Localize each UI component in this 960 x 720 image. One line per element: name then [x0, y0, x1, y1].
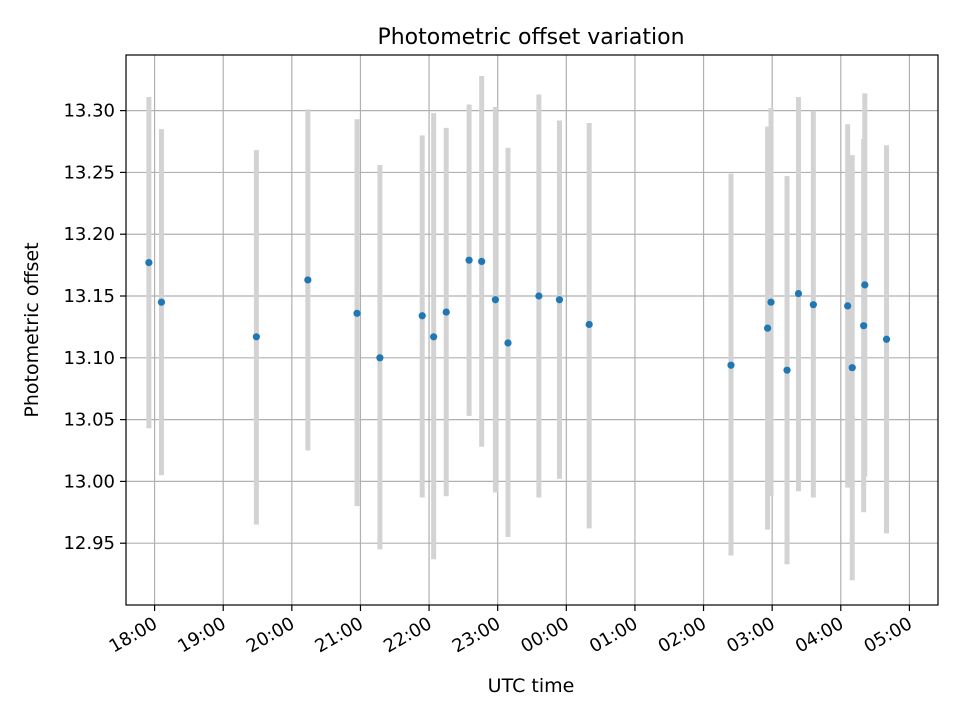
data-point — [794, 289, 803, 298]
y-tick-label: 13.30 — [63, 101, 115, 122]
data-point — [844, 302, 852, 310]
data-point — [465, 256, 473, 264]
data-point — [860, 322, 868, 330]
y-tick-label: 13.25 — [63, 162, 115, 183]
data-point — [882, 335, 891, 343]
data-point — [504, 339, 512, 347]
data-point — [809, 301, 817, 309]
y-tick-label: 13.20 — [63, 224, 115, 245]
data-points — [145, 256, 891, 374]
data-point — [157, 298, 166, 306]
data-point — [442, 308, 450, 316]
data-point — [430, 333, 438, 341]
y-axis-label: Photometric offset — [21, 242, 43, 417]
data-point — [478, 257, 486, 266]
chart-title: Photometric offset variation — [377, 25, 684, 50]
data-point — [252, 333, 260, 341]
data-point — [767, 298, 775, 306]
x-axis-label: UTC time — [488, 675, 575, 697]
y-tick-label: 13.15 — [63, 286, 115, 307]
data-point — [418, 312, 426, 320]
y-axis-ticks: 12.95 13.00 13.05 13.10 13.15 13.20 13.25 13.30 — [63, 101, 126, 554]
y-tick-label: 13.00 — [63, 471, 115, 492]
data-point — [727, 361, 735, 369]
data-point — [353, 309, 361, 317]
data-point — [555, 296, 564, 304]
data-point — [535, 292, 543, 300]
data-point — [861, 281, 869, 289]
data-point — [376, 354, 384, 362]
data-point — [491, 296, 500, 304]
data-point — [848, 364, 856, 372]
y-tick-label: 13.10 — [63, 348, 115, 369]
data-point — [763, 324, 772, 332]
plot-area-frame — [125, 54, 939, 606]
data-point — [585, 320, 593, 329]
y-tick-label: 13.05 — [63, 410, 115, 431]
y-tick-label: 12.95 — [63, 533, 115, 554]
data-point — [783, 366, 791, 374]
data-point — [145, 259, 153, 267]
data-point — [304, 276, 312, 284]
